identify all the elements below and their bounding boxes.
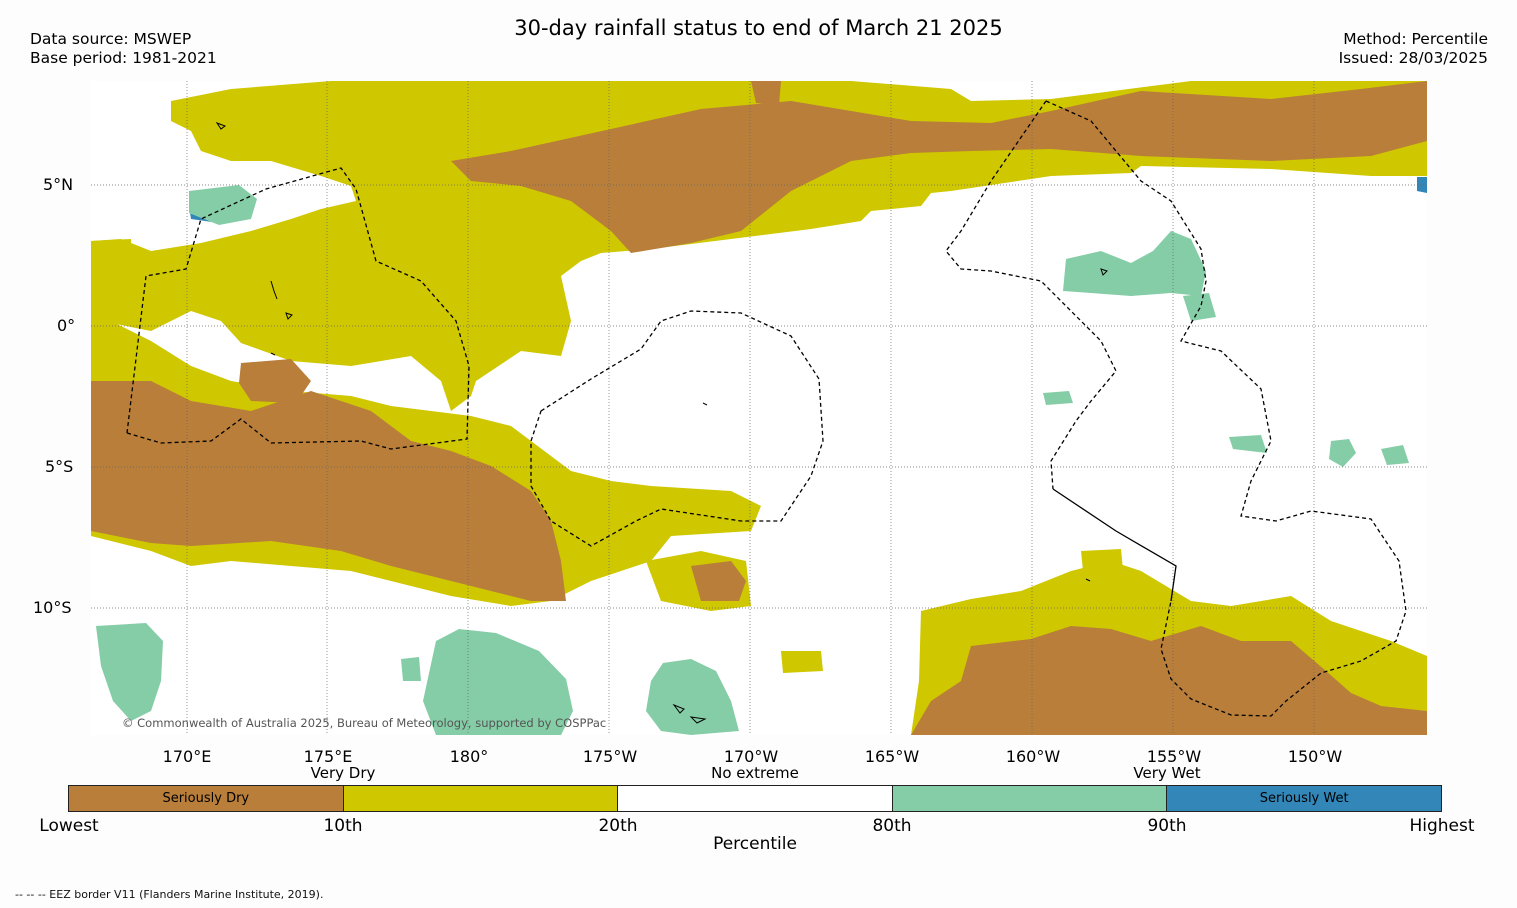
legend-category-no-extreme: No extreme	[711, 764, 799, 782]
legend-tick-20th: 20th	[598, 816, 638, 836]
legend-title: Percentile	[713, 834, 797, 854]
lon-label-165w: 165°W	[864, 747, 920, 766]
lon-label-175w: 175°W	[582, 747, 638, 766]
very-wet-regions	[96, 185, 1409, 735]
island-outlines	[215, 121, 1108, 724]
rainfall-map: © Commonwealth of Australia 2025, Bureau…	[91, 81, 1427, 735]
legend-category-very-dry: Very Dry	[310, 764, 376, 782]
legend-tick-highest: Highest	[1409, 816, 1475, 836]
base-period: Base period: 1981-2021	[30, 49, 217, 67]
eez-borders	[126, 100, 1407, 717]
boundary-line	[1052, 488, 1177, 602]
method: Method: Percentile	[1343, 30, 1488, 48]
legend-tick-80th: 80th	[872, 816, 912, 836]
method-info: Method: Percentile Issued: 28/03/2025	[1339, 30, 1488, 68]
lon-label-175e: 175°E	[303, 747, 353, 766]
lon-label-150w: 150°W	[1287, 747, 1343, 766]
lat-label-10s: 10°S	[33, 598, 72, 617]
data-info: Data source: MSWEP Base period: 1981-202…	[30, 30, 217, 68]
lon-label-170e: 170°E	[162, 747, 212, 766]
legend-segment-seriously-wet: Seriously Wet	[1167, 786, 1441, 811]
lon-label-180: 180°	[449, 747, 489, 766]
lon-label-170w: 170°W	[723, 747, 779, 766]
lat-label-0: 0°	[57, 316, 76, 335]
lon-label-155w: 155°W	[1146, 747, 1202, 766]
legend-colorbar: Seriously Dry Seriously Wet	[68, 785, 1442, 812]
legend-segment-very-dry	[343, 786, 619, 811]
lat-label-5s: 5°S	[45, 457, 74, 476]
legend-tick-90th: 90th	[1147, 816, 1187, 836]
legend-tick-10th: 10th	[323, 816, 363, 836]
lat-label-5n: 5°N	[43, 175, 74, 194]
copyright-notice: © Commonwealth of Australia 2025, Bureau…	[122, 716, 606, 730]
legend-segment-no-extreme	[618, 786, 893, 811]
graticule	[91, 81, 1427, 735]
eez-footnote: -- -- -- EEZ border V11 (Flanders Marine…	[15, 888, 324, 901]
legend-category-very-wet: Very Wet	[1133, 764, 1201, 782]
lon-label-160w: 160°W	[1005, 747, 1061, 766]
legend-tick-lowest: Lowest	[39, 816, 99, 836]
data-source: Data source: MSWEP	[30, 30, 192, 48]
legend-segment-very-wet	[892, 786, 1168, 811]
legend-segment-seriously-dry: Seriously Dry	[69, 786, 344, 811]
seriously-dry-regions	[91, 81, 1427, 735]
issued-date: Issued: 28/03/2025	[1338, 49, 1488, 67]
map-title: 30-day rainfall status to end of March 2…	[514, 16, 1003, 40]
